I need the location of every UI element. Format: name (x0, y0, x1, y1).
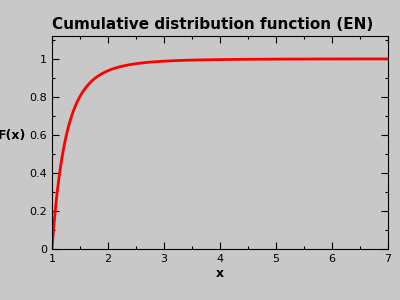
X-axis label: x: x (216, 267, 224, 280)
Y-axis label: F(x): F(x) (0, 130, 27, 142)
Text: Cumulative distribution function (EN): Cumulative distribution function (EN) (52, 17, 373, 32)
